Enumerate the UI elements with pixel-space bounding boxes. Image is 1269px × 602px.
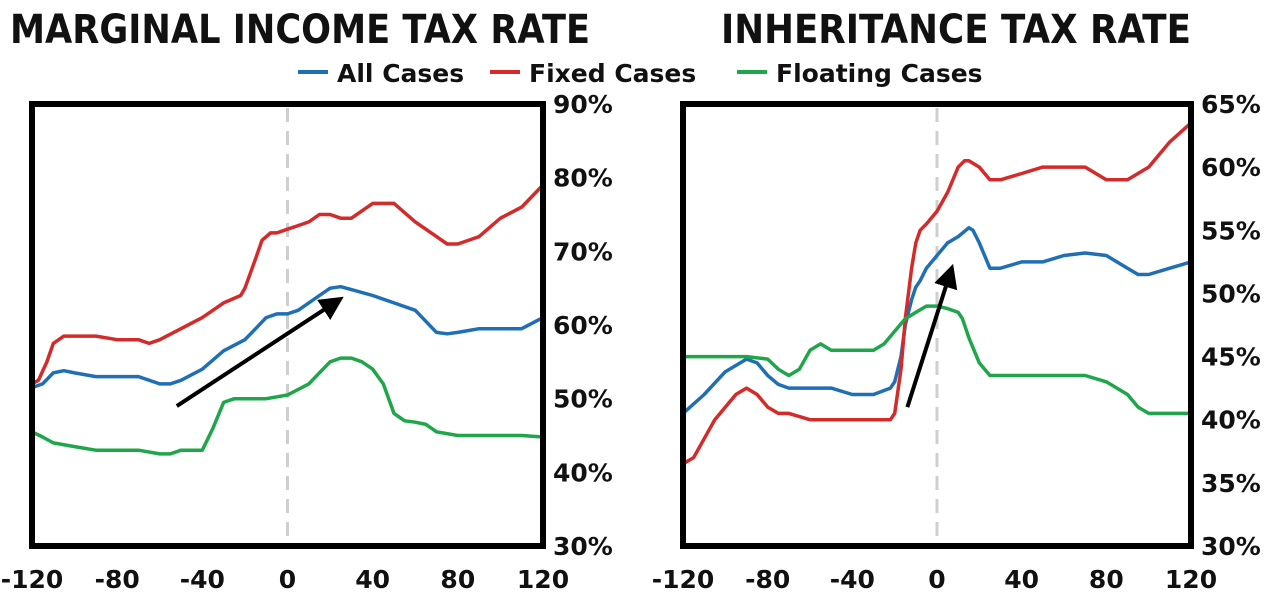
- y-tick-label: 70%: [553, 237, 613, 266]
- x-tick-label: 0: [928, 565, 945, 594]
- x-tick-label: -80: [95, 565, 140, 594]
- y-tick-label: 30%: [553, 532, 613, 561]
- chart-panel-inheritance-tax: -120 -80 -40 0 40 80 120 30% 35% 40% 45% 50% 55% 60%…: [652, 90, 1261, 594]
- y-tick-label: 50%: [1201, 279, 1261, 308]
- x-tick-label: 0: [279, 565, 296, 594]
- series-line-fixed-cases: [30, 183, 545, 386]
- y-tick-label: 60%: [553, 311, 613, 340]
- chart-title-income-tax: MARGINAL INCOME TAX RATE: [10, 7, 590, 53]
- plot-frame: [680, 101, 1194, 549]
- legend-label-fixed-cases: Fixed Cases: [529, 59, 696, 88]
- x-tick-label: 120: [1165, 565, 1217, 594]
- x-tick-label: -40: [180, 565, 225, 594]
- trend-arrow: [905, 263, 958, 408]
- x-tick-label: 40: [355, 565, 390, 594]
- series-line-fixed-cases: [681, 121, 1193, 466]
- y-tick-label: 30%: [1201, 532, 1261, 561]
- x-tick-label: 80: [1089, 565, 1124, 594]
- y-tick-label: 90%: [553, 90, 613, 119]
- trend-arrow: [175, 296, 344, 408]
- legend-label-floating-cases: Floating Cases: [776, 59, 983, 88]
- y-tick-label: 80%: [553, 164, 613, 193]
- x-tick-label: 80: [440, 565, 475, 594]
- y-tick-label: 40%: [1201, 406, 1261, 435]
- y-tick-label: 35%: [1201, 469, 1261, 498]
- chart-panel-income-tax: -120 -80 -40 0 40 80 120 30% 40% 50% 60% 70% 80% 90%: [1, 90, 613, 594]
- y-tick-label: 45%: [1201, 343, 1261, 372]
- chart-title-inheritance-tax: INHERITANCE TAX RATE: [721, 7, 1191, 53]
- series-line-all-cases: [681, 226, 1193, 416]
- x-tick-label: -120: [652, 565, 715, 594]
- y-tick-label: 55%: [1201, 216, 1261, 245]
- legend-label-all-cases: All Cases: [337, 59, 464, 88]
- y-tick-label: 40%: [553, 458, 613, 487]
- y-tick-label: 60%: [1201, 153, 1261, 182]
- x-tick-label: -80: [745, 565, 790, 594]
- x-tick-label: -120: [1, 565, 64, 594]
- y-axis: 30% 40% 50% 60% 70% 80% 90%: [553, 90, 613, 561]
- y-axis: 30% 35% 40% 45% 50% 55% 60% 65%: [1201, 90, 1261, 561]
- x-tick-label: 120: [517, 565, 569, 594]
- y-tick-label: 50%: [553, 385, 613, 414]
- series-line-floating-cases: [681, 304, 1193, 416]
- x-axis: -120 -80 -40 0 40 80 120: [652, 565, 1217, 594]
- y-tick-label: 65%: [1201, 90, 1261, 119]
- series-line-floating-cases: [30, 356, 545, 456]
- legend: All Cases Fixed Cases Floating Cases: [298, 59, 983, 88]
- x-axis: -120 -80 -40 0 40 80 120: [1, 565, 569, 594]
- x-tick-label: 40: [1004, 565, 1039, 594]
- plot-frame: [29, 101, 546, 549]
- series-line-all-cases: [30, 284, 545, 390]
- x-tick-label: -40: [830, 565, 875, 594]
